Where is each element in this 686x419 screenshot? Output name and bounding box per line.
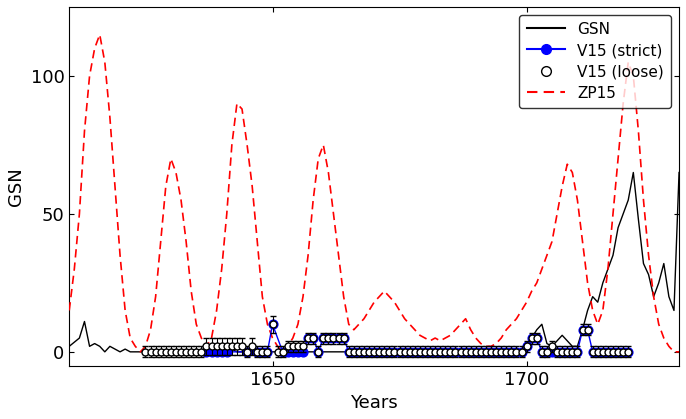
Point [465,349,476,355]
Point [419,349,430,355]
Point [374,349,385,355]
Point [435,349,446,355]
Point [582,326,593,333]
X-axis label: Years: Years [351,394,398,412]
Point [429,349,440,355]
Point [222,349,233,355]
Point [211,349,222,355]
Point [547,349,558,355]
Point [471,349,482,355]
Point [267,321,278,328]
Point [425,349,436,355]
Point [216,349,227,355]
Point [541,349,552,355]
Point [480,349,491,355]
Point [410,349,421,355]
Point [526,335,537,341]
Point [490,349,501,355]
Legend: GSN, V15 (strict), V15 (loose), ZP15: GSN, V15 (strict), V15 (loose), ZP15 [519,15,672,109]
Point [552,349,563,355]
Point [440,349,451,355]
Point [298,349,309,355]
Point [475,349,486,355]
Point [521,343,532,350]
Point [617,349,628,355]
Point [262,349,273,355]
Point [206,349,217,355]
Point [414,349,425,355]
Point [623,349,634,355]
Point [292,349,303,355]
Point [323,335,334,341]
Point [399,349,410,355]
Point [384,349,395,355]
Point [511,349,522,355]
Point [608,349,619,355]
Point [328,335,339,341]
Point [353,349,364,355]
Point [343,349,354,355]
Point [577,326,588,333]
Point [348,349,359,355]
Point [252,349,263,355]
Point [333,335,344,341]
Point [359,349,370,355]
Point [445,349,456,355]
Point [587,349,598,355]
Point [602,349,613,355]
Point [592,349,603,355]
Point [368,349,379,355]
Point [506,349,517,355]
Point [460,349,471,355]
Point [516,349,527,355]
Point [241,349,252,355]
Point [536,349,547,355]
Point [486,349,497,355]
Point [556,349,567,355]
Point [303,335,314,341]
Point [364,349,375,355]
Point [287,349,298,355]
Point [338,335,349,341]
Point [257,349,268,355]
Point [496,349,507,355]
Point [308,335,319,341]
Point [394,349,405,355]
Point [613,349,624,355]
Point [567,349,578,355]
Point [455,349,466,355]
Point [379,349,390,355]
Y-axis label: GSN: GSN [7,167,25,206]
Point [450,349,461,355]
Point [282,349,293,355]
Point [318,335,329,341]
Point [313,349,324,355]
Point [389,349,400,355]
Point [531,335,542,341]
Point [572,349,583,355]
Point [201,349,212,355]
Point [562,349,573,355]
Point [501,349,512,355]
Point [277,349,288,355]
Point [404,349,415,355]
Point [598,349,608,355]
